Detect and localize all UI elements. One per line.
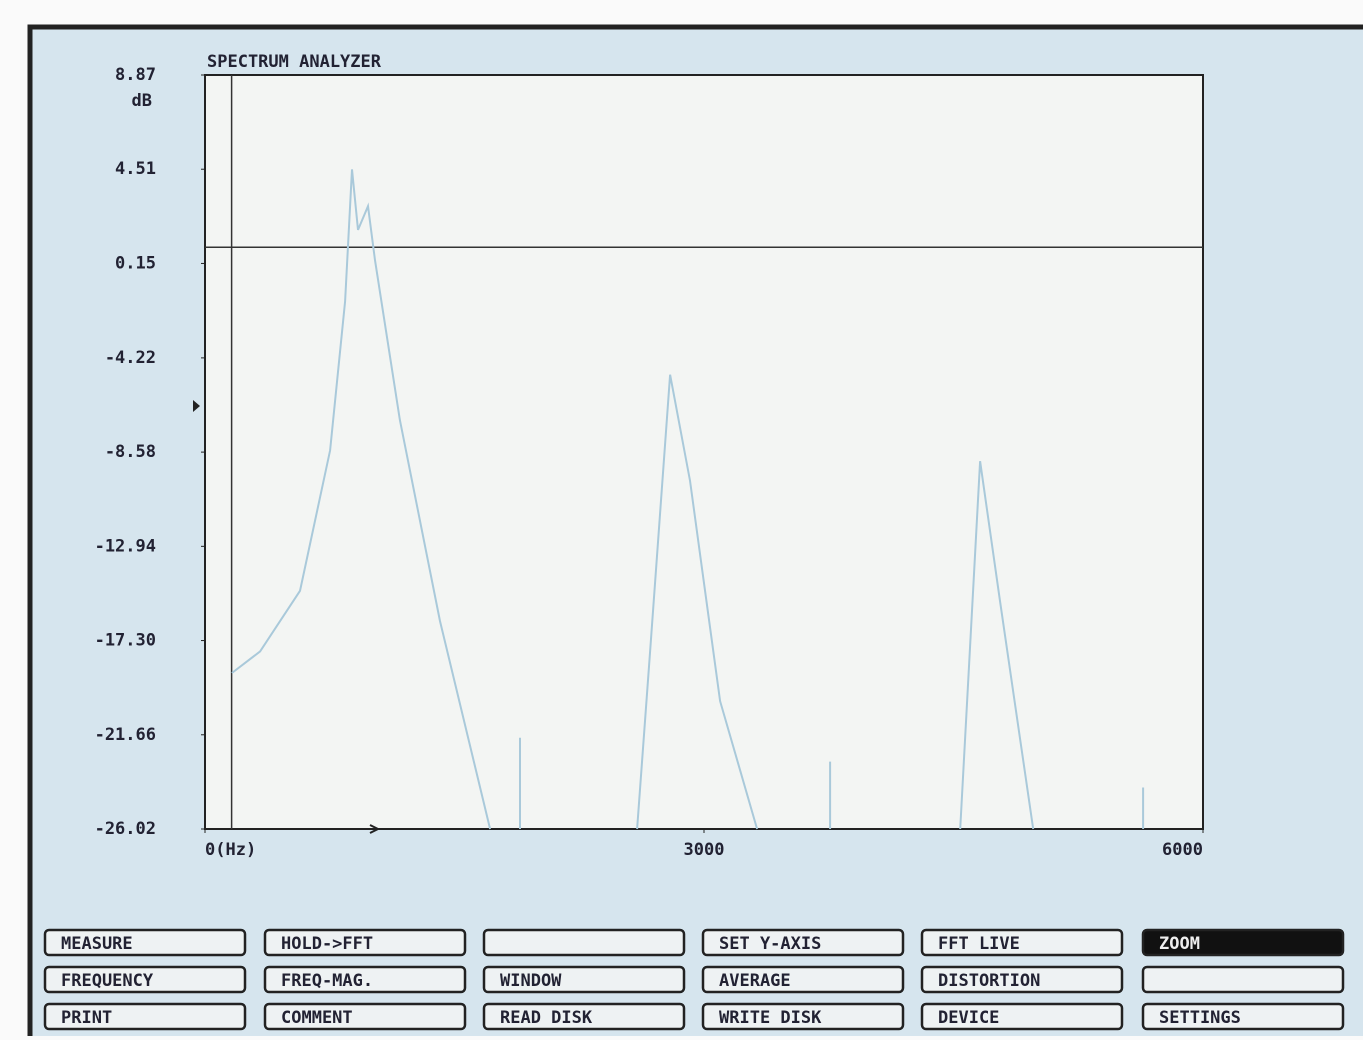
y-tick-label: -26.02 xyxy=(95,819,156,839)
y-tick-label: 0.15 xyxy=(115,253,156,273)
button-label[interactable]: DEVICE xyxy=(938,1008,999,1028)
button-label[interactable]: MEASURE xyxy=(61,934,133,954)
button-label[interactable]: FFT LIVE xyxy=(938,934,1020,954)
button-label[interactable]: AVERAGE xyxy=(719,971,791,991)
button-label[interactable]: FREQUENCY xyxy=(61,971,154,991)
y-tick-label: 8.87 xyxy=(115,65,156,85)
button-label[interactable]: SET Y-AXIS xyxy=(719,934,821,954)
y-tick-label: -17.30 xyxy=(95,631,156,651)
y-tick-label: -12.94 xyxy=(95,536,156,556)
y-tick-label: 4.51 xyxy=(115,159,156,179)
button-label[interactable]: SETTINGS xyxy=(1159,1008,1241,1028)
y-tick-label: -21.66 xyxy=(95,725,156,745)
y-tick-label: -8.58 xyxy=(105,442,156,462)
chart-title: SPECTRUM ANALYZER xyxy=(207,52,382,72)
button-label[interactable]: WRITE DISK xyxy=(719,1008,822,1028)
x-tick-label: 3000 xyxy=(684,840,725,860)
button-label[interactable]: PRINT xyxy=(61,1008,112,1028)
page: SPECTRUM ANALYZER dB 8.87 4.51 0.15 -4.22 -8… xyxy=(0,0,1363,1036)
x-tick-label: 6000 xyxy=(1162,840,1203,860)
y-unit: dB xyxy=(132,91,152,111)
button-label[interactable]: HOLD->FFT xyxy=(281,934,373,954)
button-label[interactable]: WINDOW xyxy=(500,971,562,991)
button-label[interactable]: COMMENT xyxy=(281,1008,353,1028)
button-label[interactable]: FREQ-MAG. xyxy=(281,971,373,991)
x-tick-label: 0(Hz) xyxy=(205,840,256,860)
y-tick-label: -4.22 xyxy=(105,348,156,368)
button-label[interactable]: DISTORTION xyxy=(938,971,1040,991)
screen: SPECTRUM ANALYZER dB 8.87 4.51 0.15 -4.22 -8… xyxy=(0,0,1363,1036)
button-label[interactable]: ZOOM xyxy=(1159,934,1200,954)
button-label[interactable]: READ DISK xyxy=(500,1008,593,1028)
button[interactable] xyxy=(1143,967,1343,992)
button[interactable] xyxy=(484,930,684,955)
